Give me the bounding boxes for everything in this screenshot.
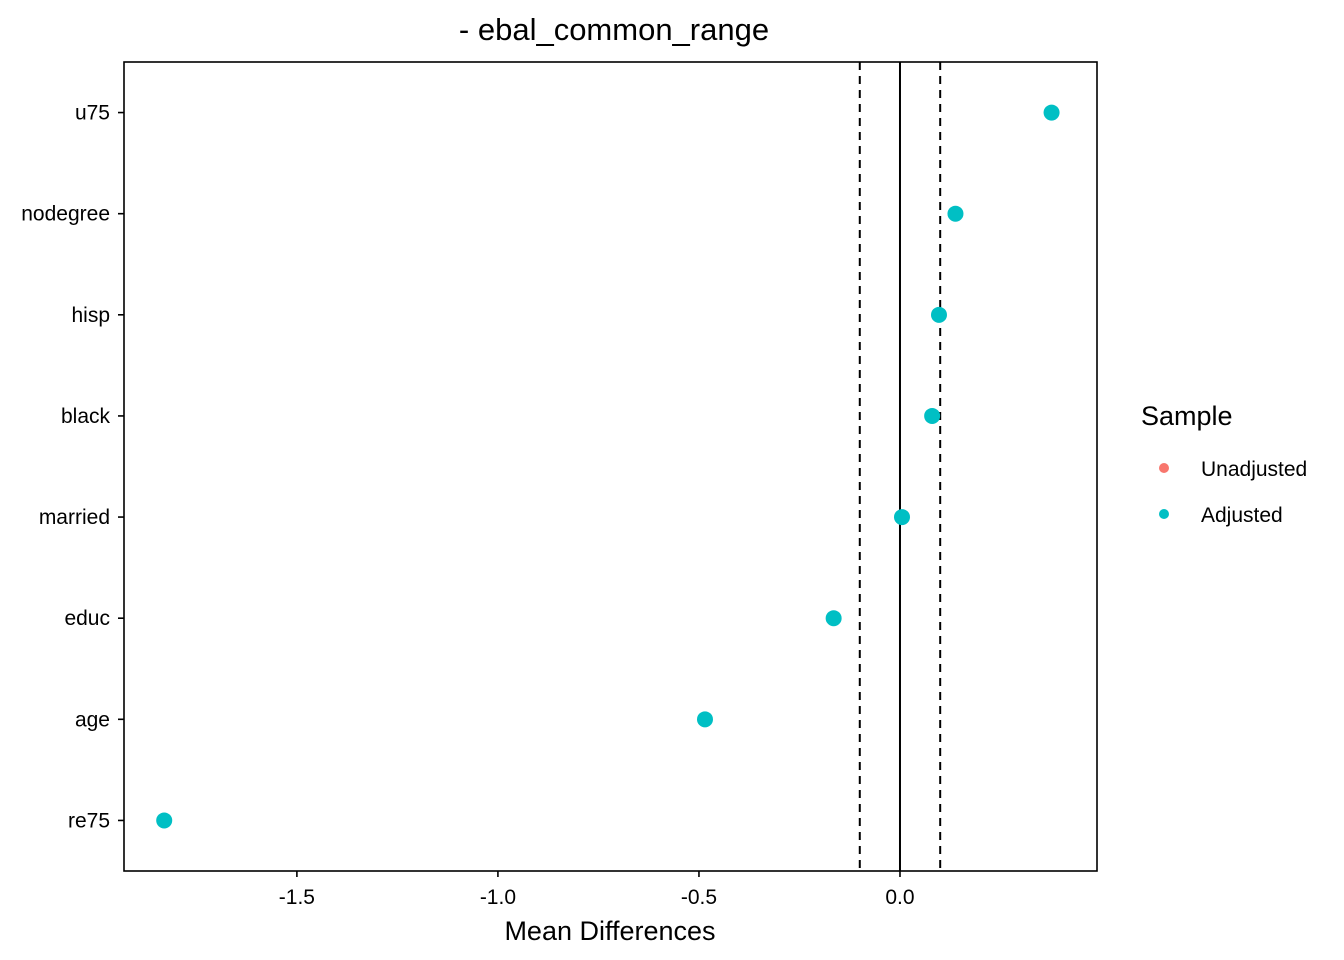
legend: Sample Unadjusted Adjusted (1141, 401, 1307, 527)
point-adjusted-re75 (156, 812, 173, 829)
point-adjusted-u75 (1043, 104, 1060, 121)
legend-key-unadjusted (1159, 463, 1169, 473)
legend-title: Sample (1141, 401, 1233, 431)
y-tick-label-educ: educ (64, 607, 110, 630)
point-adjusted-hisp (930, 306, 947, 323)
point-adjusted-educ (825, 610, 842, 627)
y-tick-label-married: married (39, 506, 110, 529)
x-axis-title: Mean Differences (504, 916, 715, 946)
point-adjusted-nodegree (947, 205, 964, 222)
legend-key-adjusted (1159, 509, 1169, 519)
y-tick-label-age: age (75, 708, 110, 731)
point-adjusted-married (893, 509, 910, 526)
legend-label-unadjusted: Unadjusted (1201, 458, 1307, 481)
x-tick-label-2: -0.5 (681, 886, 717, 909)
chart-title: - ebal_common_range (459, 12, 769, 47)
data-points (156, 104, 1060, 829)
y-tick-label-black: black (61, 405, 111, 428)
point-adjusted-age (696, 711, 713, 728)
x-tick-label-0: -1.5 (279, 886, 315, 909)
y-tick-label-hisp: hisp (71, 304, 110, 327)
x-tick-label-3: 0.0 (885, 886, 914, 909)
y-axis: re75 age educ married black hisp nodegree u75 (21, 102, 124, 832)
y-tick-label-u75: u75 (75, 102, 110, 125)
y-tick-label-re75: re75 (68, 809, 110, 832)
plot-panel (124, 62, 1097, 871)
legend-label-adjusted: Adjusted (1201, 504, 1283, 527)
x-axis: -1.5 -1.0 -0.5 0.0 (279, 871, 915, 909)
point-adjusted-black (924, 407, 941, 424)
legend-items: Unadjusted Adjusted (1159, 458, 1307, 527)
y-tick-label-nodegree: nodegree (21, 203, 110, 226)
reference-lines (858, 62, 942, 871)
x-tick-label-1: -1.0 (480, 886, 516, 909)
plot-border (123, 61, 1098, 872)
